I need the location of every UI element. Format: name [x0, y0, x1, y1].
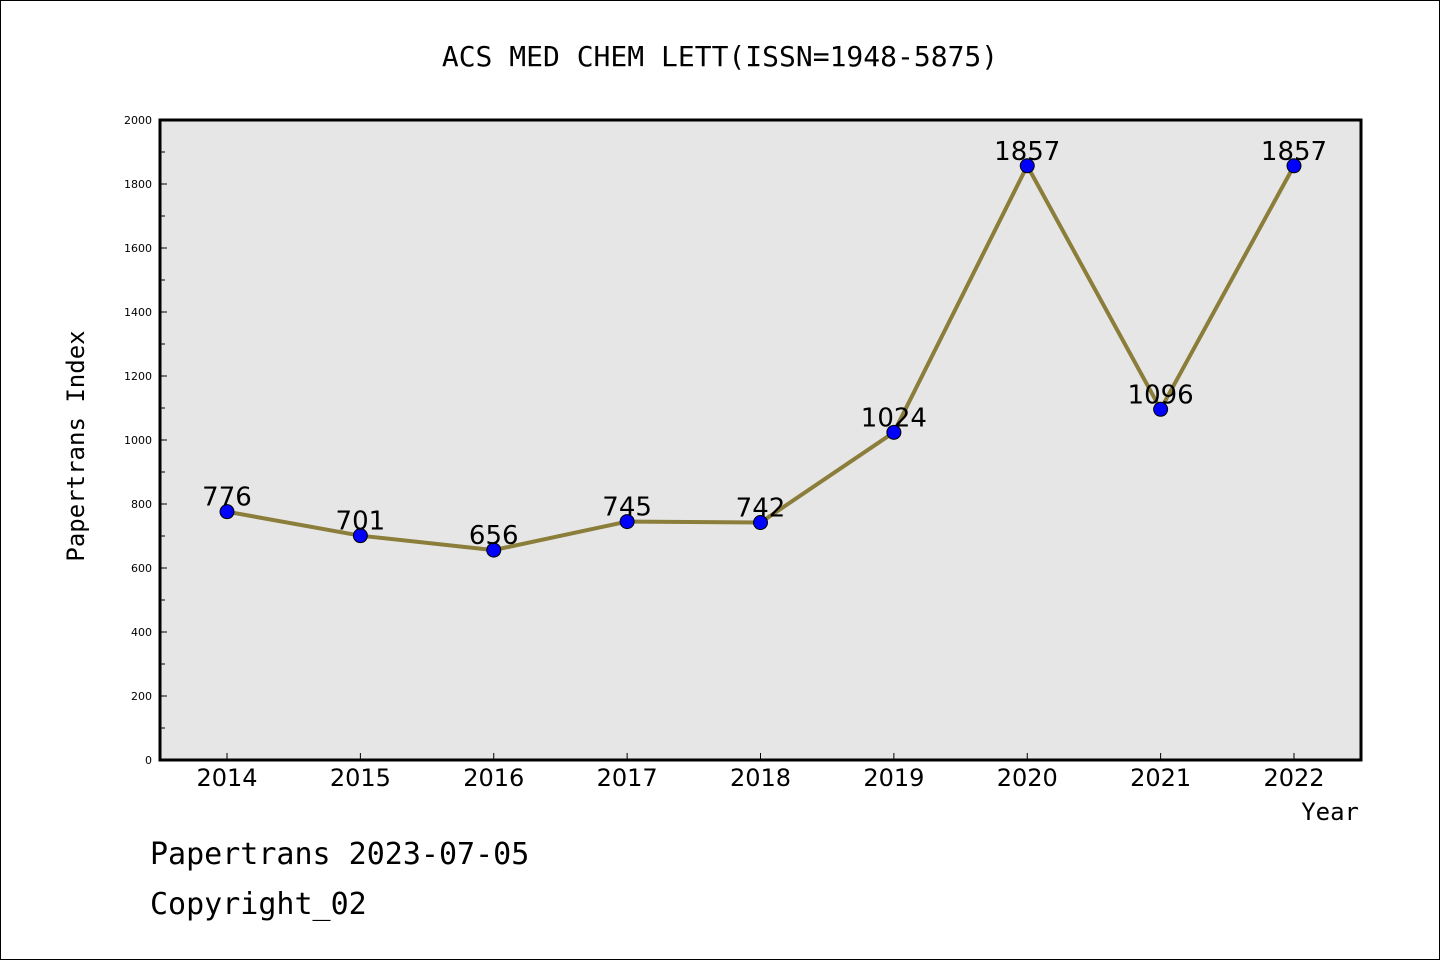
x-tick-label: 2014: [196, 764, 257, 792]
footer-copyright: Copyright_02: [150, 887, 367, 922]
y-tick-label: 200: [131, 690, 152, 703]
plot-border: [158, 118, 1363, 762]
data-label: 701: [336, 507, 386, 537]
x-tick-label: 2018: [730, 764, 791, 792]
y-tick-label: 600: [131, 562, 152, 575]
y-tick-label: 1200: [124, 370, 152, 383]
data-labels: 776 701 656 745 742 1024 1857 1096 1857: [202, 137, 1327, 551]
y-axis: 0 200 400 600 800 1000 1200 1400 1600 1800 2000: [124, 114, 167, 767]
x-axis-label: Year: [1301, 798, 1359, 826]
x-tick-label: 2019: [863, 764, 924, 792]
chart-title: ACS MED CHEM LETT(ISSN=1948-5875): [442, 40, 998, 73]
data-label: 745: [602, 493, 652, 523]
series-line: [219, 158, 1302, 558]
y-tick-label: 1600: [124, 242, 152, 255]
data-point: [219, 504, 235, 520]
x-tick-label: 2021: [1130, 764, 1191, 792]
y-tick-label: 800: [131, 498, 152, 511]
x-tick-label: 2016: [463, 764, 524, 792]
data-label: 742: [736, 494, 786, 524]
data-point: [886, 424, 902, 440]
data-point: [486, 542, 502, 558]
x-tick-label: 2017: [597, 764, 658, 792]
data-label: 776: [202, 483, 252, 513]
data-label: 656: [469, 521, 519, 551]
x-tick-label: 2022: [1263, 764, 1324, 792]
y-tick-label: 1400: [124, 306, 152, 319]
data-point: [1019, 158, 1035, 174]
data-point: [753, 515, 768, 531]
y-tick-label: 400: [131, 626, 152, 639]
x-axis: 2014 2015 2016 2017 2018 2019 2020 2021 2022: [196, 753, 1325, 792]
footer-date: Papertrans 2023-07-05: [150, 837, 529, 872]
data-label: 1857: [994, 137, 1060, 167]
data-label: 1096: [1128, 380, 1194, 410]
data-label: 1857: [1261, 137, 1327, 167]
plot-area: [160, 120, 1361, 760]
y-tick-label: 1000: [124, 434, 152, 447]
data-label: 1024: [861, 403, 927, 433]
y-axis-label: Papertrans Index: [62, 330, 90, 561]
y-tick-label: 0: [145, 754, 152, 767]
data-point: [352, 528, 368, 544]
data-point: [1153, 401, 1169, 417]
y-tick-label: 2000: [124, 114, 152, 127]
data-point: [619, 514, 635, 530]
y-tick-label: 1800: [124, 178, 152, 191]
data-point: [1286, 158, 1302, 174]
x-tick-label: 2020: [997, 764, 1058, 792]
x-tick-label: 2015: [330, 764, 391, 792]
